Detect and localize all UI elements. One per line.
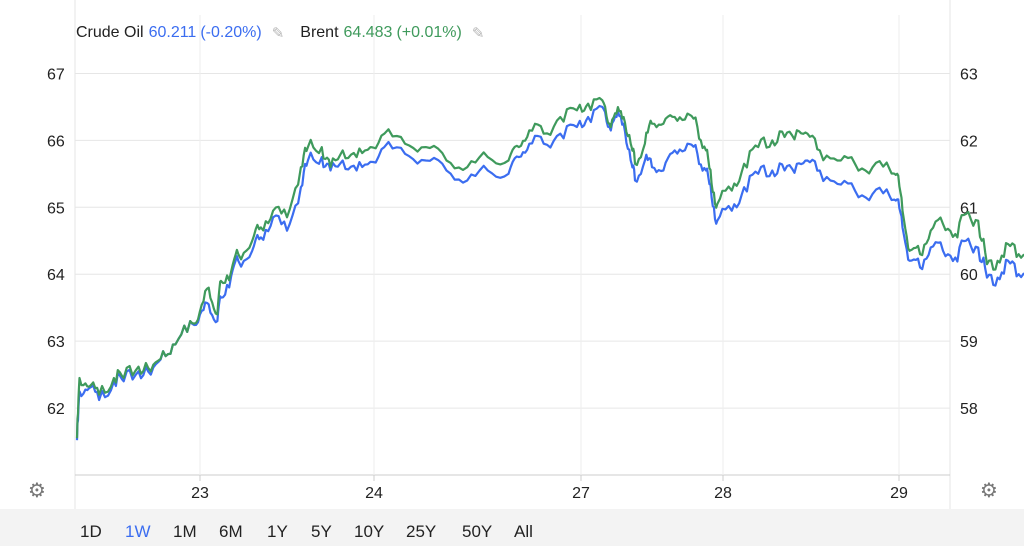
- legend-brent-value: 64.483: [343, 24, 393, 41]
- right-axis-tick-label: 63: [960, 66, 978, 83]
- legend-item-brent[interactable]: Brent 64.483 (+0.01%) ✎: [300, 24, 500, 42]
- left-axis: 62 63 64 65 66 67: [47, 66, 65, 418]
- left-axis-tick-label: 66: [47, 133, 65, 150]
- right-axis-settings-gear-icon[interactable]: ⚙: [980, 480, 998, 502]
- legend-brent-symbol: Brent: [300, 24, 339, 41]
- right-axis-tick-label: 62: [960, 133, 978, 150]
- series-line-brent: [75, 96, 1024, 439]
- edit-crude-icon[interactable]: ✎: [271, 25, 285, 42]
- range-button-10y[interactable]: 10Y: [354, 522, 385, 541]
- x-tick-label: 28: [714, 485, 732, 502]
- legend-crude-value: 60.211: [148, 24, 197, 41]
- range-button-25y[interactable]: 25Y: [406, 522, 437, 541]
- range-button-5y[interactable]: 5Y: [311, 522, 332, 541]
- x-tick-label: 24: [365, 485, 383, 502]
- left-axis-tick-label: 62: [47, 401, 65, 418]
- left-axis-tick-label: 64: [47, 267, 65, 284]
- left-axis-settings-gear-icon[interactable]: ⚙: [28, 480, 46, 502]
- chart: 62 63 64 65 66 67 58 59 60 61 62 63 23 24 27 28 29: [47, 0, 1024, 509]
- left-axis-tick-label: 67: [47, 66, 65, 83]
- series-lines: [75, 96, 1024, 441]
- x-axis: 23 24 27 28 29: [191, 475, 908, 502]
- left-axis-tick-label: 63: [47, 334, 65, 351]
- right-axis-tick-label: 59: [960, 334, 978, 351]
- range-button-1w[interactable]: 1W: [125, 522, 151, 541]
- range-button-all[interactable]: All: [514, 522, 533, 541]
- right-axis-tick-label: 61: [960, 200, 978, 217]
- legend-item-crude-oil[interactable]: Crude Oil 60.211 (-0.20%) ✎: [76, 24, 300, 42]
- time-range-bar: 1D 1W 1M 6M 1Y 5Y 10Y 25Y 50Y All: [0, 509, 1024, 546]
- range-button-1y[interactable]: 1Y: [267, 522, 288, 541]
- legend-crude-change: (-0.20%): [200, 24, 262, 41]
- legend-brent-change: (+0.01%): [396, 24, 462, 41]
- range-button-50y[interactable]: 50Y: [462, 522, 493, 541]
- right-axis-tick-label: 58: [960, 401, 978, 418]
- x-tick-label: 27: [572, 485, 590, 502]
- legend: Crude Oil 60.211 (-0.20%) ✎ Brent 64.483…: [76, 24, 500, 42]
- series-line-crude-oil: [75, 104, 1024, 441]
- right-axis-tick-label: 60: [960, 267, 978, 284]
- right-axis: 58 59 60 61 62 63: [960, 66, 978, 418]
- x-tick-label: 23: [191, 485, 209, 502]
- range-button-6m[interactable]: 6M: [219, 522, 243, 541]
- legend-crude-symbol: Crude Oil: [76, 24, 144, 41]
- range-button-1m[interactable]: 1M: [173, 522, 197, 541]
- edit-brent-icon[interactable]: ✎: [471, 25, 485, 42]
- x-tick-label: 29: [890, 485, 908, 502]
- grid: [74, 0, 951, 509]
- left-axis-tick-label: 65: [47, 200, 65, 217]
- range-button-1d[interactable]: 1D: [80, 522, 102, 541]
